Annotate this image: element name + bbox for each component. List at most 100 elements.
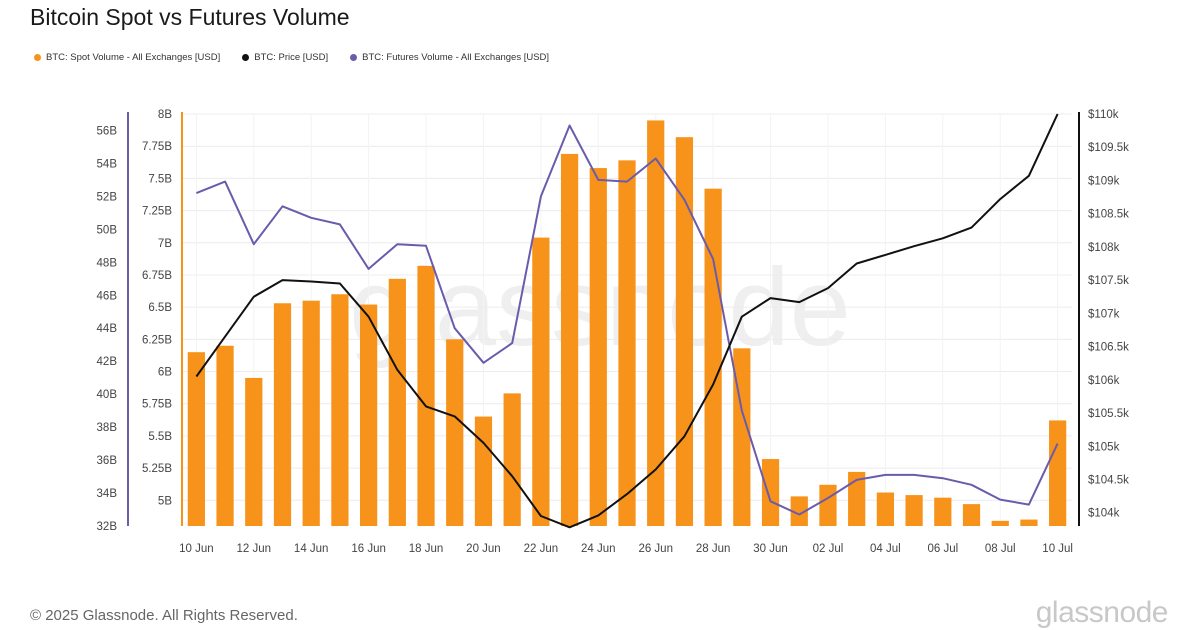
x-axis-tick-label: 06 Jul	[927, 543, 958, 555]
spot-volume-bar	[991, 520, 1009, 526]
spot-axis-tick-label: 5.75B	[142, 399, 172, 411]
futures-axis-tick-label: 46B	[97, 290, 118, 302]
spot-volume-bar	[560, 153, 579, 526]
x-axis-tick-label: 24 Jun	[581, 543, 616, 555]
spot-volume-bar	[848, 471, 866, 526]
x-axis-tick-label: 14 Jun	[294, 543, 329, 555]
spot-volume-bar	[532, 237, 550, 526]
price-axis-tick-label: $104.5k	[1088, 474, 1129, 486]
futures-axis-tick-label: 32B	[97, 521, 118, 533]
price-axis-tick-label: $106k	[1088, 375, 1120, 387]
spot-volume-bar	[245, 377, 263, 526]
price-axis-tick-label: $109.5k	[1088, 142, 1129, 154]
spot-volume-bar	[187, 352, 205, 526]
spot-axis-tick-label: 7B	[158, 238, 172, 250]
futures-axis-tick-label: 50B	[97, 224, 118, 236]
legend-label-spot-volume: BTC: Spot Volume - All Exchanges [USD]	[46, 52, 221, 63]
legend-item-price[interactable]: BTC: Price [USD]	[242, 52, 328, 63]
glassnode-logo: glassnode	[1035, 596, 1169, 629]
spot-volume-bar	[905, 495, 923, 526]
spot-axis-tick-label: 8B	[158, 109, 172, 121]
price-axis-tick-label: $108.5k	[1088, 209, 1129, 221]
spot-axis-tick-label: 7.5B	[148, 173, 172, 185]
legend-dot-price	[242, 54, 250, 61]
spot-volume-bar	[388, 278, 406, 526]
spot-volume-bar	[360, 304, 378, 526]
futures-axis-tick-label: 34B	[97, 488, 118, 500]
futures-axis-tick-label: 52B	[97, 191, 118, 203]
x-axis-tick-label: 28 Jun	[696, 543, 731, 555]
futures-axis-tick-label: 56B	[97, 125, 118, 137]
spot-volume-bar	[876, 492, 894, 526]
x-axis-tick-label: 12 Jun	[237, 543, 272, 555]
price-line	[195, 113, 1059, 529]
price-axis-tick-label: $108k	[1088, 242, 1120, 254]
x-axis-tick-label: 30 Jun	[753, 543, 788, 555]
spot-volume-bar	[704, 188, 722, 527]
x-axis-tick-label: 18 Jun	[409, 543, 444, 555]
legend-label-futures-volume: BTC: Futures Volume - All Exchanges [USD…	[362, 52, 550, 63]
spot-axis-tick-label: 6.75B	[142, 270, 172, 282]
spot-volume-bar	[962, 504, 981, 526]
futures-volume-line	[196, 124, 1059, 516]
spot-volume-bar	[790, 496, 808, 526]
spot-axis-tick-label: 6.25B	[142, 334, 172, 346]
copyright-text: © 2025 Glassnode. All Rights Reserved.	[30, 607, 298, 624]
legend-dot-futures-volume	[350, 54, 358, 61]
spot-volume-bar	[331, 294, 349, 526]
price-axis-tick-label: $105k	[1088, 441, 1120, 453]
spot-volume-bar	[503, 393, 521, 526]
legend-item-futures-volume[interactable]: BTC: Futures Volume - All Exchanges [USD…	[350, 52, 549, 63]
spot-axis-tick-label: 7.25B	[142, 206, 172, 218]
x-axis-tick-label: 02 Jul	[813, 543, 844, 555]
x-axis-tick-label: 20 Jun	[466, 543, 501, 555]
price-axis-tick-label: $104k	[1088, 508, 1120, 520]
futures-axis-tick-label: 38B	[97, 422, 118, 434]
price-axis-tick-label: $107.5k	[1088, 275, 1129, 287]
x-axis-tick-label: 10 Jul	[1042, 543, 1073, 555]
legend-label-price: BTC: Price [USD]	[254, 52, 329, 63]
futures-axis-tick-label: 42B	[97, 356, 118, 368]
spot-volume-bar	[618, 160, 636, 526]
chart-title: Bitcoin Spot vs Futures Volume	[30, 4, 350, 30]
x-axis-tick-label: 10 Jun	[179, 543, 214, 555]
price-axis-tick-label: $107k	[1088, 308, 1120, 320]
x-axis-tick-label: 16 Jun	[351, 543, 386, 555]
x-axis-tick-label: 04 Jul	[870, 543, 901, 555]
spot-volume-bar	[1049, 420, 1067, 526]
futures-axis-tick-label: 40B	[97, 389, 118, 401]
futures-axis-tick-label: 54B	[97, 158, 118, 170]
spot-volume-bar	[819, 484, 837, 526]
futures-axis-tick-label: 36B	[97, 455, 118, 467]
price-axis-tick-label: $109k	[1088, 175, 1120, 187]
spot-volume-bar	[446, 339, 464, 526]
axes: 32B 34B 36B 38B 40B 42B 44B 46B 48B 50B 52B 54B 56B 5…	[97, 109, 1130, 555]
spot-volume-bar	[216, 345, 234, 526]
chart-legend: BTC: Spot Volume - All Exchanges [USD] B…	[34, 52, 549, 63]
spot-volume-bar	[1020, 519, 1038, 526]
spot-axis-tick-label: 5.25B	[142, 463, 172, 475]
spot-axis-tick-label: 5B	[158, 495, 172, 507]
price-axis-tick-label: $106.5k	[1088, 342, 1129, 354]
spot-volume-bar	[302, 300, 320, 526]
spot-volume-bar	[474, 416, 493, 526]
spot-volume-bar	[675, 137, 694, 527]
spot-volume-bar	[934, 497, 952, 526]
spot-axis-tick-label: 7.75B	[142, 141, 172, 153]
x-axis-tick-label: 08 Jul	[985, 543, 1016, 555]
spot-volume-bar	[647, 120, 665, 526]
x-axis-tick-label: 22 Jun	[524, 543, 559, 555]
price-axis-tick-label: $105.5k	[1088, 408, 1129, 420]
price-axis-tick-label: $110k	[1088, 109, 1119, 121]
spot-axis-tick-label: 6B	[158, 367, 172, 379]
series-lines	[195, 113, 1059, 529]
spot-volume-bar	[761, 459, 780, 526]
legend-item-spot-volume[interactable]: BTC: Spot Volume - All Exchanges [USD]	[34, 52, 220, 63]
spot-axis-tick-label: 6.5B	[148, 302, 172, 314]
futures-axis-tick-label: 48B	[97, 257, 118, 269]
spot-volume-bar	[417, 265, 435, 526]
legend-dot-spot-volume	[34, 54, 41, 61]
spot-axis-tick-label: 5.5B	[148, 431, 172, 443]
futures-axis-tick-label: 44B	[97, 323, 118, 335]
